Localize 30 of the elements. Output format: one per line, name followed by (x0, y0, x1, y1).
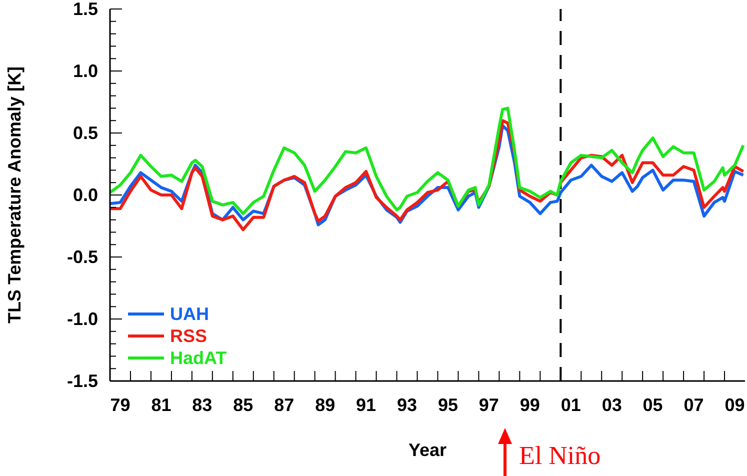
text: El Niño (519, 441, 601, 470)
y-tick-label: -1.5 (66, 371, 98, 391)
y-axis-title: TLS Temperature Anomaly [K] (4, 66, 24, 324)
x-tick-label: 01 (560, 395, 581, 415)
x-tick-label: 91 (356, 395, 376, 415)
x-tick-label: 79 (110, 395, 130, 415)
y-tick-label: 1.5 (72, 0, 98, 19)
x-tick-label: 07 (684, 395, 704, 415)
x-tick-label: 87 (274, 395, 294, 415)
x-tick-label: 09 (724, 395, 745, 415)
x-tick-label: 81 (151, 395, 172, 415)
legend-label: HadAT (170, 347, 227, 369)
y-tick-label: -1.0 (66, 309, 98, 329)
y-tick-label: 0.5 (72, 123, 98, 143)
x-tick-label: 93 (397, 395, 418, 415)
x-tick-label: 99 (520, 395, 540, 415)
x-tick-label: 97 (478, 395, 499, 415)
x-tick-label: 03 (602, 395, 622, 415)
x-tick-label: 05 (642, 395, 663, 415)
y-tick-label: 1.0 (72, 61, 98, 81)
legend-label: RSS (170, 325, 208, 347)
y-tick-label: 0.0 (72, 185, 98, 205)
x-axis-title: Year (408, 440, 447, 460)
legend-label: UAH (170, 303, 209, 325)
line-series (110, 106, 745, 216)
y-tick-label: -0.5 (66, 247, 98, 267)
x-tick-label: 83 (192, 395, 212, 415)
x-tick-label: 85 (233, 395, 254, 415)
x-tick-label: 95 (438, 395, 458, 415)
x-tick-label: 89 (315, 395, 336, 415)
